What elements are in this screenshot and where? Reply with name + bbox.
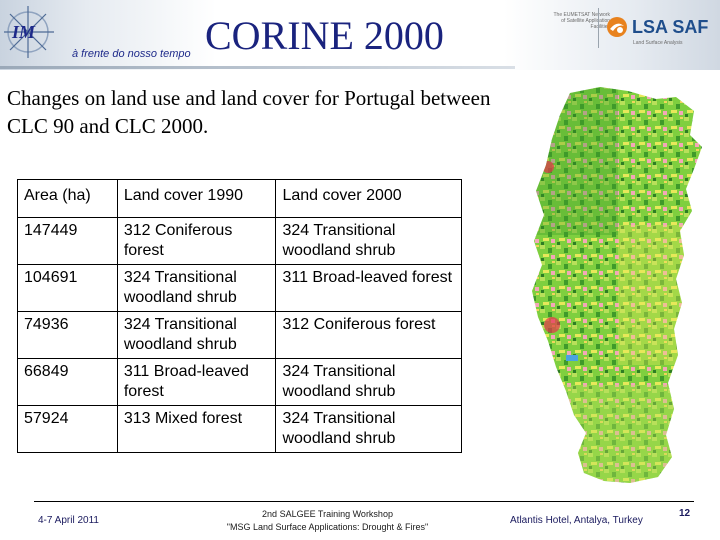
tagline: à frente do nosso tempo [72,48,191,60]
footer-workshop: 2nd SALGEE Training Workshop "MSG Land S… [200,508,455,534]
svg-text:IM: IM [11,22,36,42]
table-cell: 313 Mixed forest [116,405,277,453]
footer-workshop-title: 2nd SALGEE Training Workshop [262,509,393,519]
table-cell: 324 Transitional woodland shrub [275,358,462,406]
table-cell: 104691 [17,264,118,312]
table-cell: 311 Broad-leaved forest [275,264,462,312]
table-header-cell: Land cover 2000 [275,179,462,218]
portugal-land-cover-map [532,87,702,483]
header-band [0,0,720,70]
table-cell: 147449 [17,217,118,265]
eumetsat-caption: The EUMETSAT Network of Satellite Applic… [553,12,611,30]
table-cell: 311 Broad-leaved forest [116,358,277,406]
header-rule [0,66,515,69]
page-title: CORINE 2000 [205,13,444,58]
table-cell: 312 Coniferous forest [275,311,462,359]
slide-subtitle: Changes on land use and land cover for P… [7,86,491,138]
table-row: 147449 312 Coniferous forest 324 Transit… [17,217,462,265]
table-cell: 324 Transitional woodland shrub [116,264,277,312]
header-divider [598,8,599,48]
table-cell: 74936 [17,311,118,359]
table-row: 104691 324 Transitional woodland shrub 3… [17,264,462,312]
table-row: 57924 313 Mixed forest 324 Transitional … [17,405,462,453]
table-cell: 312 Coniferous forest [116,217,277,265]
table-row: 74936 324 Transitional woodland shrub 31… [17,311,462,359]
table-header-row: Area (ha) Land cover 1990 Land cover 200… [17,179,462,218]
lsa-swirl-icon [607,17,627,37]
table-row: 66849 311 Broad-leaved forest 324 Transi… [17,358,462,406]
lsa-saf-logo-text: LSA SAF [632,17,709,37]
table-cell: 57924 [17,405,118,453]
table-cell: 66849 [17,358,118,406]
table-header-cell: Land cover 1990 [116,179,277,218]
table-cell: 324 Transitional woodland shrub [275,405,462,453]
footer-date: 4-7 April 2011 [38,515,99,526]
footer-rule [34,501,694,502]
footer-venue: Atlantis Hotel, Antalya, Turkey [510,515,643,526]
footer-workshop-subtitle: "MSG Land Surface Applications: Drought … [226,522,429,532]
table-cell: 324 Transitional woodland shrub [116,311,277,359]
table-cell: 324 Transitional woodland shrub [275,217,462,265]
page-number: 12 [679,508,691,519]
table-header-cell: Area (ha) [17,179,118,218]
im-star-logo-icon: IM [4,6,54,58]
land-cover-change-table: Area (ha) Land cover 1990 Land cover 200… [17,179,462,453]
lsa-saf-subtitle: Land Surface Analysis [633,40,683,46]
